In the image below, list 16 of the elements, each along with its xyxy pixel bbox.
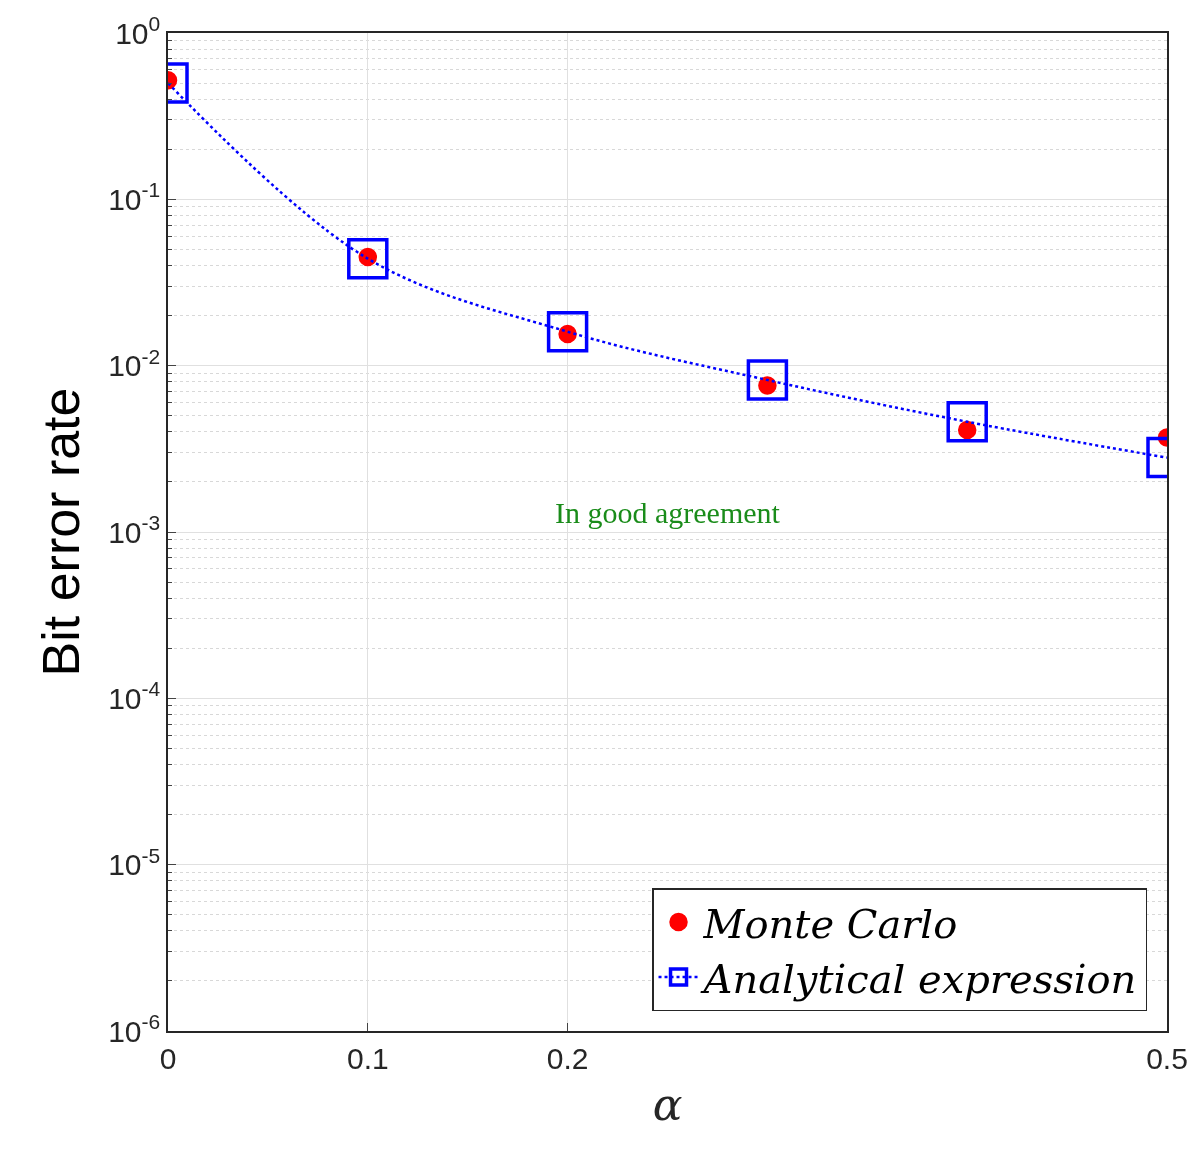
y-tick-label: 10$^{-6}$ [108, 1009, 161, 1048]
x-tick-label: 0.1 [346, 1041, 389, 1075]
x-tick-label: 0.5 [1146, 1041, 1188, 1075]
y-axis-title: Bit error rate [31, 387, 90, 677]
x-tick-label: 0.2 [546, 1041, 589, 1075]
annotation: In good agreement [555, 496, 781, 529]
legend-label: Monte Carlo [702, 900, 958, 947]
y-tick-label: 10$^{-4}$ [108, 677, 161, 715]
y-tick-label: 10$^{-2}$ [108, 344, 161, 383]
x-axis-title: α [652, 1078, 683, 1130]
y-tick-label: 10$^{-3}$ [108, 510, 161, 549]
y-tick-label: 10$^{-1}$ [108, 178, 161, 216]
y-tick-label: 10$^{-5}$ [108, 843, 161, 882]
x-tick-label: 0 [159, 1041, 177, 1075]
y-tick-label: 10$^{0}$ [115, 11, 161, 50]
legend-label: Analytical expression [699, 955, 1137, 1002]
